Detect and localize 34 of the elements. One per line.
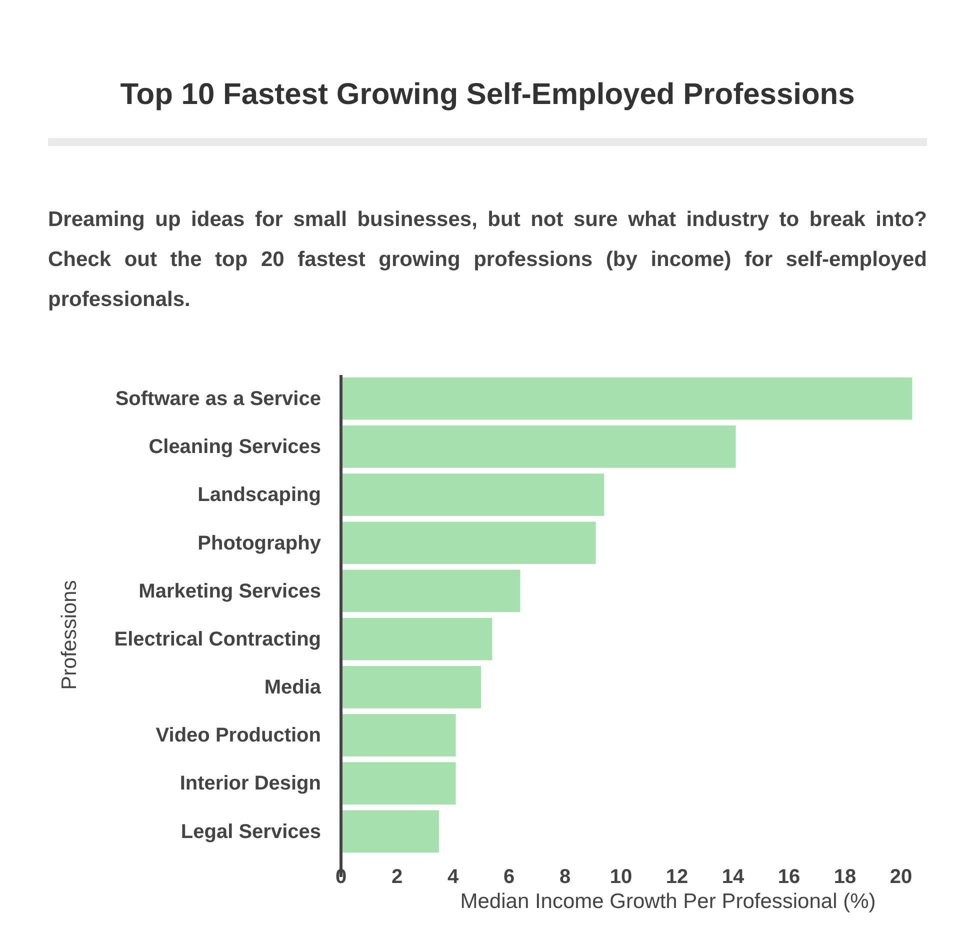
- y-tick-label: Legal Services: [180, 820, 321, 843]
- bar: [341, 426, 736, 468]
- x-tick-label: 2: [391, 866, 403, 888]
- x-tick-label: 14: [722, 866, 745, 888]
- x-tick-label: 20: [890, 866, 912, 888]
- bar: [341, 522, 596, 564]
- y-tick-label: Photography: [198, 532, 322, 554]
- y-axis-title: Professions: [58, 580, 81, 690]
- y-tick-label: Video Production: [156, 724, 321, 747]
- y-tick-label: Landscaping: [198, 484, 321, 506]
- chart-title: Top 10 Fastest Growing Self-Employed Professions: [119, 78, 856, 112]
- y-tick-label: Cleaning Services: [148, 436, 321, 458]
- bar: [341, 570, 520, 612]
- bar: [341, 810, 439, 853]
- bar: [341, 474, 604, 516]
- bar: [341, 618, 492, 660]
- chart-subtitle: Dreaming up ideas for small businesses, but not sure what industry to break into? Check out the top 20 fastest growing professions (by income) for self-employed professionals.: [48, 207, 927, 313]
- y-tick-label: Software as a Service: [115, 388, 321, 410]
- y-tick-label: Electrical Contracting: [114, 628, 321, 650]
- x-axis-title: Median Income Growth Per Professional (%): [460, 890, 876, 913]
- bar: [341, 377, 912, 420]
- x-tick-label: 4: [447, 866, 460, 888]
- bar: [341, 714, 456, 756]
- bar: [341, 666, 481, 708]
- x-tick-label: 10: [610, 866, 632, 888]
- x-tick-label: 8: [559, 866, 571, 888]
- x-tick-label: 16: [778, 866, 800, 888]
- y-tick-label: Marketing Services: [138, 580, 321, 602]
- bar: [341, 762, 456, 804]
- y-tick-label: Interior Design: [180, 772, 321, 795]
- y-tick-label: Media: [264, 676, 322, 699]
- x-tick-label: 12: [666, 866, 688, 888]
- x-tick-label: 6: [503, 866, 515, 888]
- x-tick-label: 18: [834, 866, 856, 888]
